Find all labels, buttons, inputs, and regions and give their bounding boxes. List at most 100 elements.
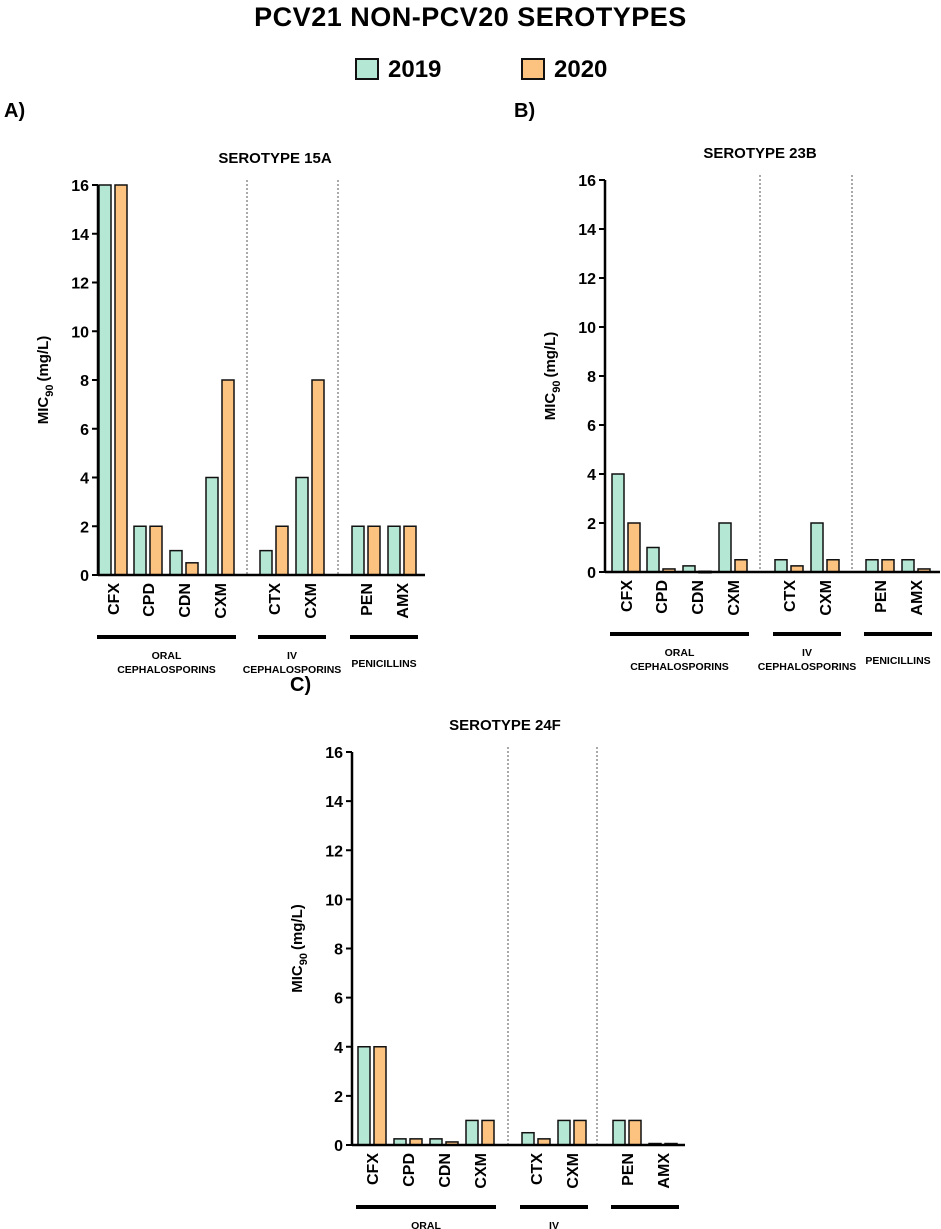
- y-tick-label: 8: [80, 373, 89, 390]
- chart-1: SEROTYPE 23B MIC90 (mg/L) 0 2 4 6 8 10 12 14 16 CFX C…: [542, 145, 940, 673]
- y-label-unit: (mg/L): [542, 332, 559, 378]
- bar-2019-ctx: [774, 559, 788, 573]
- bar-2019-amx: [387, 525, 401, 576]
- y-tick-label: 10: [71, 324, 89, 341]
- bar-2020-cfx: [373, 1046, 387, 1146]
- x-tick-label: CDN: [690, 580, 707, 615]
- x-tick-label: AMX: [395, 583, 412, 619]
- y-tick-label: 14: [325, 794, 343, 811]
- legend-swatch-2020: [521, 58, 545, 80]
- chart-2: SEROTYPE 24F MIC90 (mg/L) 0 2 4 6 8 10 12 14 16 CFX C…: [289, 717, 685, 1229]
- x-tick-label: CPD: [401, 1153, 418, 1187]
- group-label: CEPHALOSPORINS: [243, 664, 342, 676]
- x-tick-label: CPD: [141, 583, 158, 617]
- y-tick-label: 8: [334, 942, 343, 959]
- x-tick-label: CFX: [106, 583, 123, 615]
- panel-label-a: A): [4, 100, 26, 122]
- y-tick-label: 8: [587, 369, 596, 386]
- x-tick-label: CTX: [267, 583, 284, 615]
- bar-2019-cfx: [611, 473, 625, 573]
- bar-2020-cxm: [573, 1119, 587, 1146]
- bar-2019-cfx: [357, 1046, 371, 1146]
- bar-2019-cxm: [295, 476, 309, 576]
- x-tick-label: CTX: [529, 1153, 546, 1185]
- group-label: PENICILLINS: [865, 655, 930, 667]
- y-tick-label: 10: [325, 892, 343, 909]
- bar-2019-pen: [612, 1119, 626, 1146]
- bar-2020-ctx: [275, 525, 289, 576]
- chart-title: SEROTYPE 24F: [449, 717, 561, 734]
- group-label: IV: [549, 1220, 559, 1229]
- x-tick-label: CXM: [818, 580, 835, 616]
- bar-2019-cxm: [718, 522, 732, 573]
- group-label: CEPHALOSPORINS: [630, 661, 729, 673]
- bar-2020-cpd: [149, 525, 163, 576]
- x-tick-label: CXM: [303, 583, 320, 619]
- y-axis-label: MIC90 (mg/L): [35, 336, 56, 425]
- group-label: CEPHALOSPORINS: [117, 664, 216, 676]
- bar-2019-pen: [351, 525, 365, 576]
- chart-0: SEROTYPE 15A MIC90 (mg/L) 0 2 4 6 8 10 12 14 16 CFX C…: [35, 150, 425, 676]
- bar-2019-ctx: [259, 549, 273, 576]
- bar-2019-cfx: [98, 184, 112, 576]
- group-label: PENICILLINS: [351, 658, 416, 670]
- y-tick-label: 6: [587, 418, 596, 435]
- y-label-unit: (mg/L): [289, 904, 306, 950]
- group-label: ORAL: [152, 650, 182, 662]
- x-tick-label: AMX: [909, 580, 926, 616]
- bar-2020-cfx: [627, 522, 641, 573]
- y-label-subscript: 90: [44, 385, 56, 397]
- y-label-main: MIC: [542, 393, 559, 421]
- legend-swatch-2019: [355, 58, 379, 80]
- x-tick-label: CXM: [565, 1153, 582, 1189]
- x-tick-label: PEN: [620, 1153, 637, 1186]
- y-tick-label: 12: [325, 843, 343, 860]
- y-axis-label: MIC90 (mg/L): [542, 332, 563, 421]
- y-tick-label: 2: [80, 519, 89, 536]
- x-tick-label: CXM: [726, 580, 743, 616]
- y-tick-label: 6: [334, 991, 343, 1008]
- bar-2020-pen: [881, 559, 895, 573]
- y-tick-label: 2: [587, 516, 596, 533]
- y-tick-label: 14: [71, 227, 89, 244]
- bar-2019-cpd: [646, 546, 660, 573]
- y-tick-label: 0: [587, 565, 596, 582]
- bar-2020-pen: [628, 1119, 642, 1146]
- y-label-main: MIC: [289, 965, 306, 993]
- y-label-main: MIC: [35, 397, 52, 425]
- bar-2019-cxm: [810, 522, 824, 573]
- chart-title: SEROTYPE 15A: [218, 150, 332, 167]
- y-tick-label: 0: [334, 1138, 343, 1155]
- bar-2019-cpd: [133, 525, 147, 576]
- y-label-unit: (mg/L): [35, 336, 52, 382]
- group-label: ORAL: [411, 1220, 441, 1229]
- x-tick-label: CTX: [782, 580, 799, 612]
- x-tick-label: CDN: [177, 583, 194, 618]
- y-tick-label: 16: [325, 745, 343, 762]
- x-tick-label: CXM: [213, 583, 230, 619]
- bar-2019-pen: [865, 559, 879, 573]
- panel-label-c: C): [290, 674, 312, 696]
- y-tick-label: 6: [80, 422, 89, 439]
- y-tick-label: 2: [334, 1089, 343, 1106]
- y-tick-label: 10: [578, 320, 596, 337]
- legend-label-2020: 2020: [554, 56, 608, 83]
- y-tick-label: 4: [334, 1040, 343, 1057]
- x-tick-label: CFX: [365, 1153, 382, 1185]
- x-tick-label: PEN: [359, 583, 376, 616]
- legend: 2019 2020: [0, 56, 941, 86]
- y-tick-label: 0: [80, 568, 89, 585]
- y-axis-label: MIC90 (mg/L): [289, 904, 310, 993]
- bar-2019-cxm: [557, 1119, 571, 1146]
- bar-2020-cxm: [311, 379, 325, 576]
- bar-2020-cxm: [826, 559, 840, 573]
- bar-2019-cdn: [169, 549, 183, 576]
- bar-2019-amx: [901, 559, 915, 573]
- y-tick-label: 16: [578, 173, 596, 190]
- x-tick-label: AMX: [656, 1153, 673, 1189]
- bar-2020-cxm: [734, 559, 748, 573]
- group-label: ORAL: [665, 647, 695, 659]
- group-label: CEPHALOSPORINS: [758, 661, 857, 673]
- x-tick-label: CXM: [473, 1153, 490, 1189]
